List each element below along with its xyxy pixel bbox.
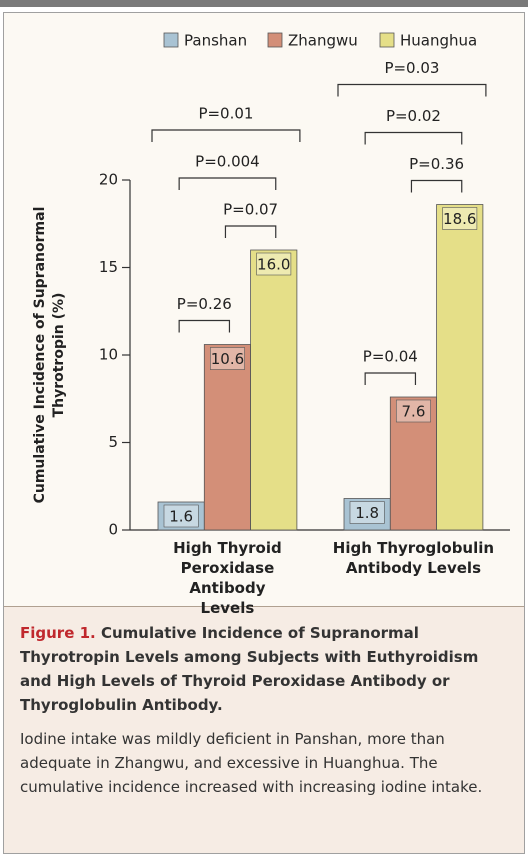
p-value: P=0.004	[195, 153, 260, 171]
value-label: 1.8	[355, 504, 379, 522]
bar	[203, 344, 252, 531]
value-label-box	[349, 501, 385, 524]
bar	[250, 249, 298, 531]
legend-swatch	[163, 32, 179, 48]
y-tick-label: 0	[108, 521, 118, 539]
bar	[157, 501, 205, 531]
p-bracket	[364, 372, 417, 385]
caption-text: Iodine intake was mildly deficient in Pa…	[20, 730, 483, 796]
top-bar	[0, 0, 528, 7]
p-value: P=0.07	[223, 201, 278, 219]
legend-label: Huanghua	[400, 32, 477, 50]
legend-label: Panshan	[184, 32, 247, 50]
p-bracket	[151, 129, 301, 142]
bar	[436, 204, 484, 531]
p-value: P=0.04	[363, 348, 418, 366]
legend-swatch	[379, 32, 395, 48]
y-tick-label: 15	[99, 258, 118, 276]
y-tick-label: 20	[99, 171, 118, 189]
p-value: P=0.03	[384, 59, 439, 77]
x-tick-label: High Thyroglobulin Antibody Levels	[332, 539, 495, 577]
p-value: P=0.01	[198, 105, 253, 123]
value-label-box	[210, 347, 245, 370]
value-label-box	[163, 504, 199, 528]
p-value: P=0.26	[177, 295, 232, 313]
value-label-box	[256, 252, 292, 276]
p-value: P=0.02	[386, 107, 441, 125]
value-label-box	[442, 207, 478, 230]
legend-label: Zhangwu	[288, 32, 358, 50]
p-value: P=0.36	[409, 155, 464, 173]
value-label: 1.6	[169, 508, 193, 526]
bar	[343, 498, 391, 531]
figure-title: Cumulative Incidence of Supranormal Thyr…	[20, 624, 479, 714]
bar	[389, 396, 437, 531]
p-bracket	[224, 225, 277, 238]
chart: 0 5 10 15 20 Panshan Zhangwu Huanghua 1.6 10.6 16.…	[99, 32, 510, 539]
figure-label: Figure 1.	[20, 624, 96, 642]
caption-heading: Figure 1. Cumulative Incidence of Supran…	[20, 621, 508, 717]
value-label: 16.0	[257, 256, 290, 274]
caption: Figure 1. Cumulative Incidence of Supran…	[4, 606, 524, 853]
p-bracket	[410, 179, 463, 193]
p-bracket	[364, 131, 463, 145]
p-bracket	[178, 177, 277, 190]
value-label: 7.6	[402, 403, 426, 421]
x-tick-label: High Thyroid Peroxidase Antibody Levels	[173, 539, 282, 617]
value-label: 10.6	[211, 350, 244, 368]
value-label-box	[395, 399, 431, 423]
p-bracket	[178, 319, 231, 333]
value-label: 18.6	[443, 210, 476, 228]
p-bracket	[337, 83, 487, 97]
y-axis-label: Cumulative Incidence of Supranormal Thyr…	[32, 206, 67, 504]
y-tick-label: 10	[99, 346, 118, 364]
legend-swatch	[267, 32, 283, 48]
y-tick-label: 5	[108, 433, 118, 451]
